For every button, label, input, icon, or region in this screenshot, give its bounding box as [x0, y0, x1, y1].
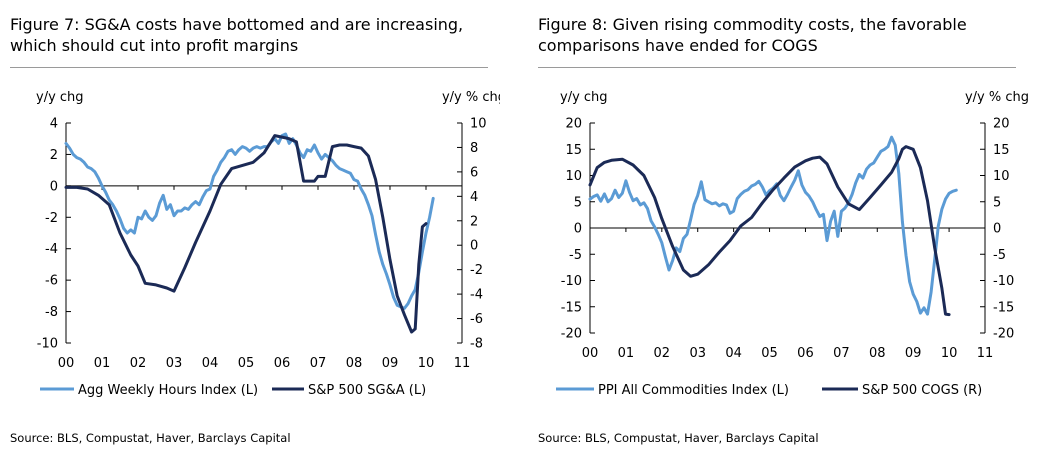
left-tick-label: -4 — [45, 242, 58, 257]
left-tick-label: 0 — [574, 222, 582, 237]
title-divider — [538, 67, 1016, 68]
left-tick-label: 15 — [565, 143, 582, 158]
x-tick-label: 10 — [418, 356, 435, 371]
figure-8-panel: Figure 8: Given rising commodity costs, … — [538, 0, 1028, 459]
left-tick-label: -8 — [45, 305, 58, 320]
right-tick-label: -2 — [470, 263, 483, 278]
series-line-1 — [588, 135, 958, 316]
series-line-2 — [588, 145, 951, 317]
right-tick-label: -8 — [470, 337, 483, 352]
left-tick-label: 2 — [50, 148, 58, 163]
left-axis-unit-label: y/y chg — [36, 90, 84, 105]
x-tick-label: 07 — [833, 346, 850, 361]
right-axis-unit-label: y/y % chg — [442, 90, 500, 105]
x-tick-label: 07 — [310, 356, 327, 371]
x-tick-label: 01 — [618, 346, 635, 361]
series-line-2 — [64, 134, 428, 334]
x-tick-label: 11 — [454, 356, 471, 371]
right-tick-label: 8 — [470, 141, 478, 156]
legend-label-1: PPI All Commodities Index (L) — [598, 383, 789, 398]
right-tick-label: 15 — [993, 143, 1010, 158]
title-divider — [10, 67, 488, 68]
right-tick-label: 10 — [470, 117, 487, 132]
chart-title: Figure 8: Given rising commodity costs, … — [538, 15, 967, 55]
x-tick-label: 05 — [761, 346, 778, 361]
left-tick-label: -6 — [45, 274, 58, 289]
x-tick-label: 11 — [977, 346, 994, 361]
x-tick-label: 00 — [582, 346, 599, 361]
right-tick-label: -10 — [993, 274, 1014, 289]
x-tick-label: 02 — [654, 346, 671, 361]
left-tick-label: -20 — [561, 327, 582, 342]
x-tick-label: 03 — [166, 356, 183, 371]
right-tick-label: -4 — [470, 288, 483, 303]
right-tick-label: 10 — [993, 169, 1010, 184]
right-tick-label: 2 — [470, 214, 478, 229]
x-tick-label: 10 — [941, 346, 958, 361]
left-tick-label: 5 — [574, 195, 582, 210]
left-tick-label: -15 — [561, 300, 582, 315]
right-tick-label: 5 — [993, 195, 1001, 210]
source-note: Source: BLS, Compustat, Haver, Barclays … — [10, 431, 291, 445]
right-tick-label: -6 — [470, 312, 483, 327]
right-axis-unit-label: y/y % chg — [965, 90, 1028, 105]
source-note: Source: BLS, Compustat, Haver, Barclays … — [538, 431, 819, 445]
left-tick-label: 20 — [565, 117, 582, 132]
x-tick-label: 09 — [905, 346, 922, 361]
x-tick-label: 04 — [725, 346, 742, 361]
left-tick-label: -10 — [37, 337, 58, 352]
left-tick-label: -2 — [45, 211, 58, 226]
x-tick-label: 04 — [202, 356, 219, 371]
left-tick-label: 10 — [565, 169, 582, 184]
x-tick-label: 02 — [130, 356, 147, 371]
x-tick-label: 00 — [58, 356, 75, 371]
right-tick-label: 4 — [470, 190, 478, 205]
right-tick-label: -5 — [993, 248, 1006, 263]
x-tick-label: 06 — [797, 346, 814, 361]
x-tick-label: 06 — [274, 356, 291, 371]
figure-7-panel: Figure 7: SG&A costs have bottomed and a… — [10, 0, 500, 459]
chart-title: Figure 7: SG&A costs have bottomed and a… — [10, 15, 464, 55]
right-tick-label: 6 — [470, 165, 478, 180]
legend-label-2: S&P 500 SG&A (L) — [308, 383, 426, 398]
right-tick-label: 20 — [993, 117, 1010, 132]
legend-label-1: Agg Weekly Hours Index (L) — [78, 383, 258, 398]
series-line-1 — [64, 132, 435, 310]
right-tick-label: -15 — [993, 300, 1014, 315]
x-tick-label: 05 — [238, 356, 255, 371]
x-tick-label: 01 — [94, 356, 111, 371]
right-tick-label: 0 — [993, 222, 1001, 237]
right-tick-label: -20 — [993, 327, 1014, 342]
right-tick-label: 0 — [470, 239, 478, 254]
left-tick-label: 0 — [50, 179, 58, 194]
x-tick-label: 03 — [689, 346, 706, 361]
left-tick-label: 4 — [50, 117, 58, 132]
x-tick-label: 08 — [869, 346, 886, 361]
left-tick-label: -5 — [569, 248, 582, 263]
figure-8-chart: y/y chg y/y % chg 20 15 10 5 0 -5 -10 -15 -20 20 15 1… — [556, 90, 1028, 398]
left-tick-label: -10 — [561, 274, 582, 289]
legend-label-2: S&P 500 COGS (R) — [862, 383, 982, 398]
x-tick-label: 08 — [346, 356, 363, 371]
left-axis-unit-label: y/y chg — [560, 90, 608, 105]
x-tick-label: 09 — [382, 356, 399, 371]
figure-7-chart: y/y chg y/y % chg 4 2 0 -2 -4 -6 -8 -10 10 8 6 4 2 0 -2 -… — [36, 90, 500, 398]
